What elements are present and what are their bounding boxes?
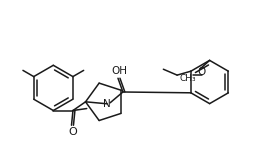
Text: N: N (103, 99, 111, 109)
Text: CH₃: CH₃ (180, 74, 196, 82)
Text: O: O (198, 67, 206, 77)
Text: O: O (69, 127, 77, 137)
Text: OH: OH (111, 66, 127, 76)
